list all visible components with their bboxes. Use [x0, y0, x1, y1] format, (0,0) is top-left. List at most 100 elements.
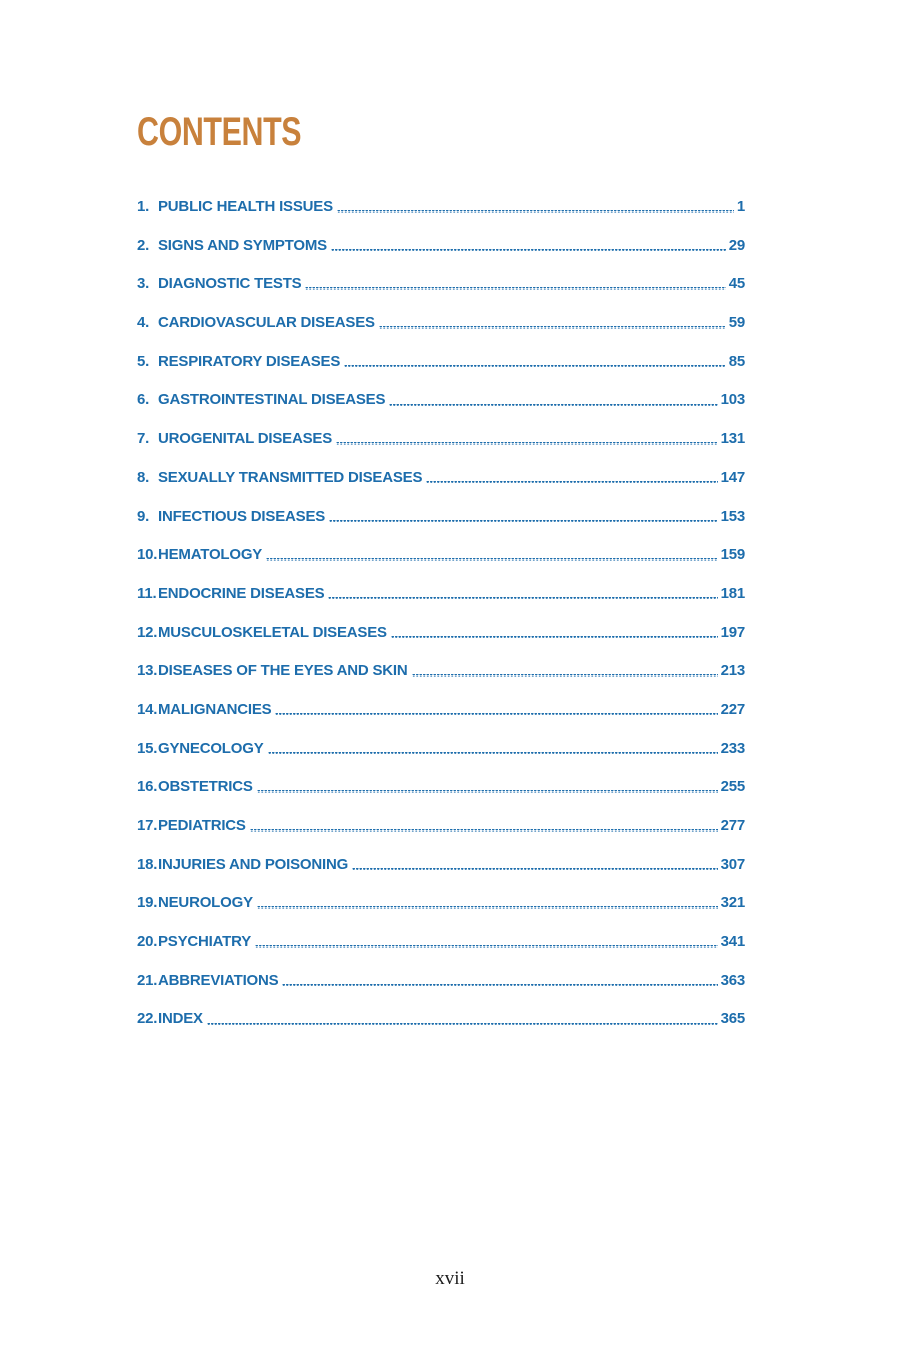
toc-entry-number: 19.	[137, 894, 158, 912]
toc-entry-label: DIAGNOSTIC TESTS	[158, 275, 302, 293]
toc-entry[interactable]: 9. INFECTIOUS DISEASES 153	[137, 507, 745, 525]
toc-entry[interactable]: 10. HEMATOLOGY 159	[137, 547, 745, 563]
toc-entry-page: 341	[720, 933, 746, 951]
toc-entry[interactable]: 7. UROGENITAL DISEASES 131	[137, 431, 745, 447]
toc-entry-number: 12.	[137, 623, 158, 641]
toc-entry-number: 17.	[137, 817, 158, 834]
toc-dotted-leader	[390, 635, 718, 639]
toc-entry[interactable]: 1. PUBLIC HEALTH ISSUES 1	[137, 199, 745, 215]
toc-entry-page: 45	[728, 275, 746, 293]
toc-dotted-leader	[389, 403, 718, 406]
toc-entry-page: 363	[720, 971, 746, 989]
toc-entry-label: RESPIRATORY DISEASES	[158, 352, 341, 370]
toc-entry-page: 365	[720, 1010, 746, 1028]
toc-entry-label: INJURIES AND POISONING	[158, 855, 349, 873]
toc-dotted-leader	[336, 210, 734, 213]
toc-entry[interactable]: 13. DISEASES OF THE EYES AND SKIN 213	[137, 663, 745, 679]
toc-entry[interactable]: 6. GASTROINTESTINAL DISEASES 103	[137, 392, 745, 408]
toc-dotted-leader	[267, 751, 718, 755]
toc-entry[interactable]: 20. PSYCHIATRY 341	[137, 934, 745, 950]
toc-entry-label: MALIGNANCIES	[158, 700, 272, 718]
toc-dotted-leader	[426, 480, 718, 484]
toc-entry-label: NEUROLOGY	[158, 894, 253, 912]
toc-entry[interactable]: 21. ABBREVIATIONS 363	[137, 971, 746, 989]
toc-entry-number: 14.	[137, 700, 158, 718]
toc-entry-label: ENDOCRINE DISEASES	[158, 584, 325, 602]
toc-entry-page: 277	[720, 817, 746, 834]
toc-entry-page: 29	[728, 236, 746, 254]
toc-entry-label: HEMATOLOGY	[158, 546, 263, 564]
toc-dotted-leader	[305, 287, 726, 290]
toc-entry-number: 5.	[137, 352, 150, 370]
toc-entry-number: 8.	[137, 468, 150, 486]
toc-dotted-leader	[336, 442, 718, 445]
toc-entry-label: GYNECOLOGY	[158, 739, 264, 757]
toc-entry-page: 233	[720, 739, 746, 757]
toc-entry[interactable]: 3. DIAGNOSTIC TESTS 45	[137, 276, 745, 292]
toc-dotted-leader	[282, 983, 718, 987]
toc-entry[interactable]: 12. MUSCULOSKELETAL DISEASES 197	[137, 623, 746, 641]
toc-entry-number: 2.	[137, 236, 150, 254]
toc-entry-page: 255	[720, 778, 746, 796]
toc-entry[interactable]: 4. CARDIOVASCULAR DISEASES 59	[137, 315, 745, 331]
toc-entry-page: 213	[720, 662, 746, 680]
toc-entry-page: 181	[720, 584, 746, 602]
toc-entry-page: 85	[728, 352, 746, 370]
toc-entry-number: 16.	[137, 778, 158, 796]
toc-entry-page: 321	[720, 894, 746, 912]
toc-dotted-leader	[352, 867, 718, 871]
toc-dotted-leader	[275, 713, 718, 716]
toc-entry-number: 11.	[137, 584, 157, 602]
toc-entry-number: 6.	[137, 391, 150, 409]
toc-entry-page: 159	[720, 546, 746, 564]
toc-entry[interactable]: 2. SIGNS AND SYMPTOMS 29	[137, 236, 746, 254]
toc-entry[interactable]: 22. INDEX 365	[137, 1011, 745, 1027]
toc-entry-number: 9.	[137, 507, 150, 525]
toc-entry-label: INDEX	[158, 1010, 203, 1028]
toc-entry-page: 131	[720, 430, 746, 448]
toc-dotted-leader	[411, 674, 718, 677]
toc-entry-number: 10.	[137, 546, 158, 564]
toc-entry-page: 1	[736, 198, 745, 215]
toc-entry-label: OBSTETRICS	[158, 778, 253, 796]
toc-entry-label: SEXUALLY TRANSMITTED DISEASES	[158, 468, 423, 486]
folio-page-number: xvii	[435, 1268, 465, 1289]
toc-dotted-leader	[378, 326, 726, 329]
toc-dotted-leader	[256, 906, 718, 909]
toc-entry-label: INFECTIOUS DISEASES	[158, 507, 326, 525]
toc-entry-page: 227	[720, 700, 746, 718]
page-title: CONTENTS	[137, 110, 302, 154]
toc-entry-number: 3.	[137, 275, 150, 293]
toc-entry[interactable]: 16. OBSTETRICS 255	[137, 779, 745, 795]
toc-dotted-leader	[329, 519, 718, 522]
toc-entry-number: 4.	[137, 314, 150, 332]
toc-entry-page: 197	[720, 623, 746, 641]
toc-entry-label: MUSCULOSKELETAL DISEASES	[158, 623, 387, 641]
toc-entry-number: 22.	[137, 1010, 158, 1028]
toc-dotted-leader	[344, 364, 726, 368]
toc-dotted-leader	[328, 596, 718, 600]
toc-entry[interactable]: 17. PEDIATRICS 277	[137, 818, 745, 834]
toc-entry-label: PUBLIC HEALTH ISSUES	[158, 198, 333, 215]
toc-dotted-leader	[249, 829, 718, 832]
toc-entry-label: DISEASES OF THE EYES AND SKIN	[158, 662, 408, 680]
toc-entry[interactable]: 19. NEUROLOGY 321	[137, 895, 745, 911]
toc-entry-page: 147	[720, 468, 746, 486]
toc-entry[interactable]: 8. SEXUALLY TRANSMITTED DISEASES 147	[137, 468, 746, 486]
toc-entry[interactable]: 14. MALIGNANCIES 227	[137, 700, 746, 718]
toc-entry-label: UROGENITAL DISEASES	[158, 430, 333, 448]
toc-entry-page: 103	[720, 391, 746, 409]
toc-entry[interactable]: 5. RESPIRATORY DISEASES 85	[137, 352, 746, 370]
toc-entry-number: 7.	[137, 430, 150, 448]
toc-entry-page: 59	[728, 314, 746, 332]
toc-dotted-leader	[256, 790, 718, 793]
toc-entry[interactable]: 18. INJURIES AND POISONING 307	[137, 855, 745, 873]
toc-entry[interactable]: 15. GYNECOLOGY 233	[137, 739, 746, 757]
toc-entry-label: PSYCHIATRY	[158, 933, 252, 951]
toc-entry-label: GASTROINTESTINAL DISEASES	[158, 391, 386, 409]
toc-dotted-leader	[330, 248, 726, 252]
toc-entry[interactable]: 11. ENDOCRINE DISEASES 181	[137, 584, 746, 602]
table-of-contents: 1. PUBLIC HEALTH ISSUES 1 2. SIGNS AND S…	[137, 199, 745, 1050]
toc-entry-label: CARDIOVASCULAR DISEASES	[158, 314, 375, 332]
